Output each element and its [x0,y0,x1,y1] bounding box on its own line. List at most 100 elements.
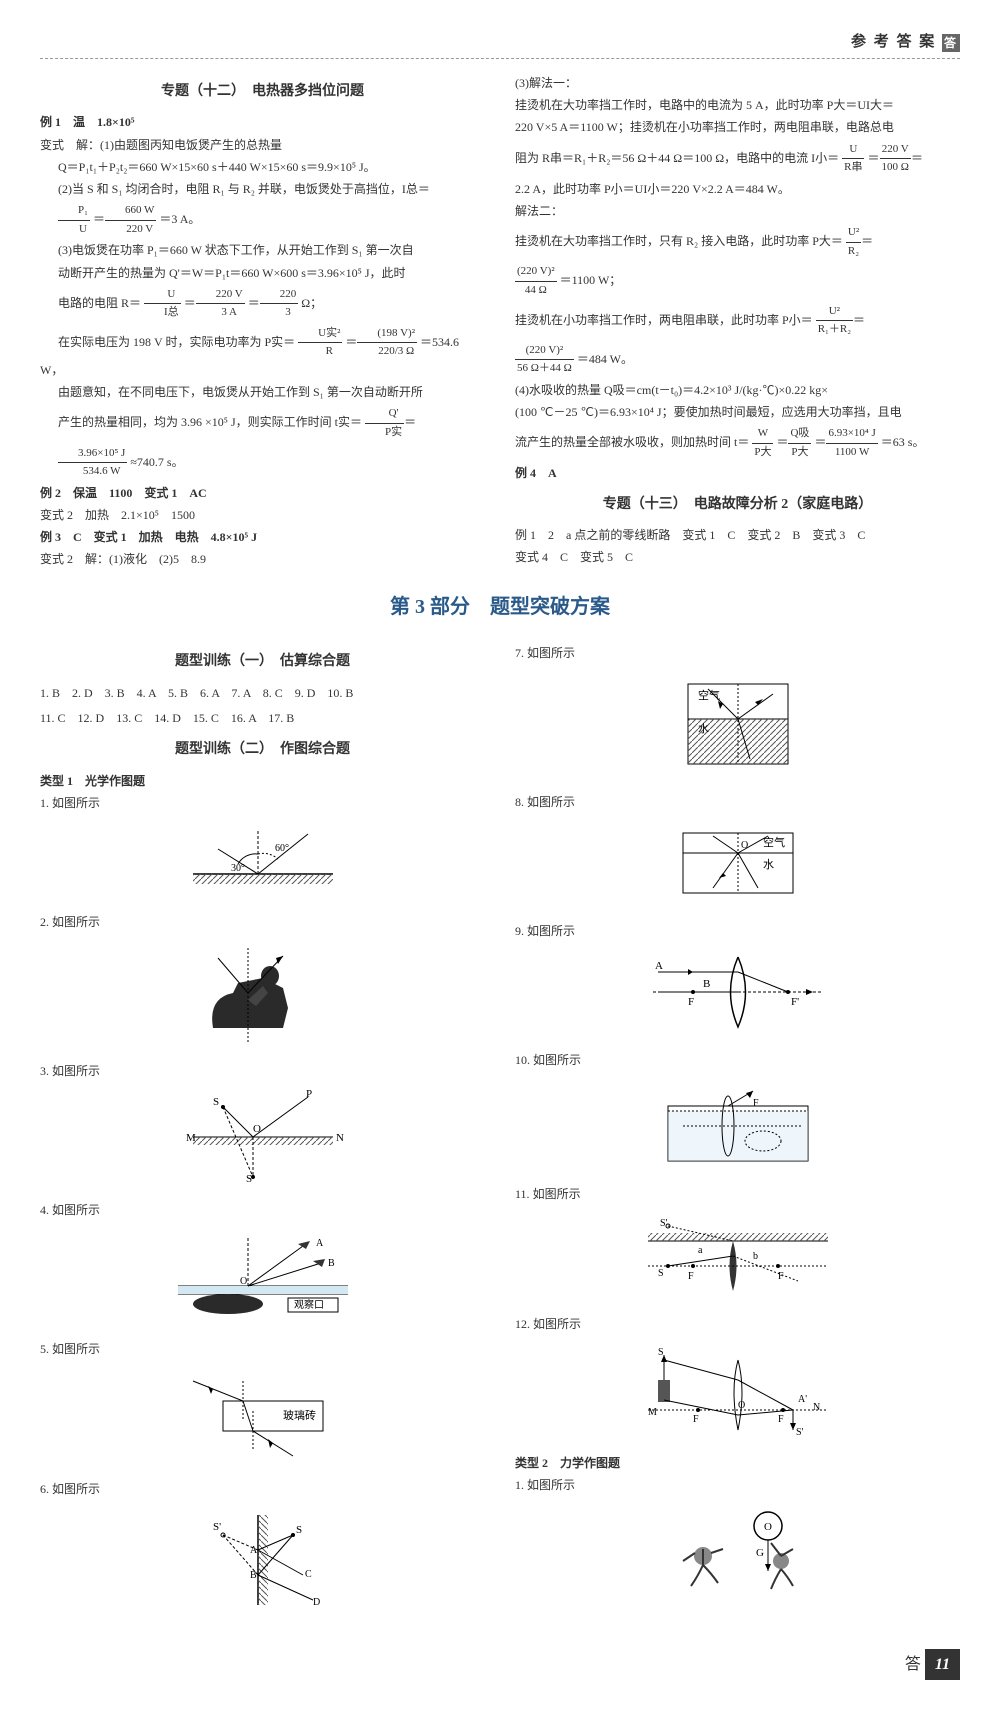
q6: 6. 如图所示 [40,1480,485,1499]
figure-10: F [515,1076,960,1171]
footer-page: 11 [925,1649,960,1681]
heat1: 由题意知，在不同电压下，电饭煲从开始工作到 S₁ 第一次自动断开所 [40,383,485,402]
svg-text:A: A [250,1545,258,1556]
svg-text:S: S [213,1096,219,1108]
svg-text:观察口: 观察口 [294,1298,324,1311]
figure-6: S' S A B C D [40,1505,485,1615]
q2-1: 1. 如图所示 [515,1476,960,1495]
frac1-line: P₁U ＝660 W220 V ＝3 A。 [40,202,485,238]
svg-text:O: O [240,1276,247,1287]
svg-text:N: N [336,1132,344,1144]
svg-text:D: D [313,1597,320,1608]
figure-4: A B O 观察口 [40,1226,485,1326]
r-l3: 阻为 R串＝R₁＋R₂＝56 Ω＋44 Ω＝100 Ω，电路中的电流 I小＝ U… [515,141,960,177]
r-l9: 流产生的热量全部被水吸收，则加热时间 t＝ WP大 ＝Q吸P大 ＝6.93×10… [515,425,960,461]
bs2b: 变式 2 解：(1)液化 (2)5 8.9 [40,550,485,569]
svg-text:F': F' [791,996,799,1008]
train1-title: 题型训练（一） 估算综合题 [40,651,485,673]
r-l4: 2.2 A，此时功率 P小＝UI小＝220 V×2.2 A＝484 W。 [515,180,960,199]
svg-text:B: B [328,1258,335,1269]
svg-text:C: C [305,1569,312,1580]
svg-text:F: F [688,996,694,1008]
r-p2a: (220 V)²44 Ω ＝1100 W； [515,263,960,299]
figure-5: 玻璃砖 [40,1366,485,1466]
figure-11: S' S a b F F [515,1211,960,1301]
svg-text:O: O [741,840,748,851]
q3: 3. 如图所示 [40,1062,485,1081]
figure-force-1: O G [515,1501,960,1601]
svg-text:N: N [813,1402,820,1413]
figure-12: S M F O F A' N S' [515,1340,960,1440]
svg-text:M: M [648,1407,657,1418]
svg-text:b: b [753,1251,758,1262]
svg-text:F: F [693,1414,699,1425]
sol2: 解法二： [515,202,960,221]
svg-text:A: A [316,1238,324,1249]
t13-2: 变式 4 C 变式 5 C [515,548,960,567]
svg-text:A': A' [798,1394,807,1405]
svg-text:F: F [688,1271,694,1282]
q2: 2. 如图所示 [40,913,485,932]
part3-title: 第 3 部分 题型突破方案 [40,591,960,623]
svg-text:P: P [306,1088,312,1100]
svg-text:S: S [296,1524,302,1536]
svg-text:O: O [764,1521,772,1533]
bs-intro: 变式 解：(1)由题图丙知电饭煲产生的总热量 [40,136,485,155]
page-footer: 答 11 [40,1649,960,1681]
col-right-bottom: 7. 如图所示 空气 水 8. 如图所示 [515,641,960,1629]
svg-text:S: S [658,1268,664,1279]
col-left-bottom: 题型训练（一） 估算综合题 1. B 2. D 3. B 4. A 5. B 6… [40,641,485,1629]
q4: 4. 如图所示 [40,1201,485,1220]
svg-text:S': S' [246,1173,254,1185]
svg-text:a: a [698,1245,703,1256]
r-line: 电路的电阻 R＝ UI总 ＝220 V3 A ＝2203 Ω； [40,286,485,322]
heat2: 产生的热量相同，均为 3.96 ×10⁵ J，则实际工作时间 t实＝ Q'P实＝ [40,405,485,441]
ex3: 例 3 C 变式 1 加热 电热 4.8×10⁵ J [40,528,485,547]
q8: 8. 如图所示 [515,793,960,812]
p-line: 在实际电压为 198 V 时，实际电功率为 P实＝ U实²R ＝(198 V)²… [40,325,485,380]
ex1: 例 1 温 1.8×10⁵ [40,113,485,132]
svg-text:O: O [253,1123,261,1135]
svg-text:A: A [655,960,663,972]
figure-3: S S' O P M N [40,1087,485,1187]
q10: 10. 如图所示 [515,1051,960,1070]
r-l5: 挂烫机在大功率挡工作时，只有 R₂ 接入电路，此时功率 P大＝ U²R₂＝ [515,224,960,260]
topic12-title: 专题（十二） 电热器多挡位问题 [40,81,485,103]
svg-text:水: 水 [763,858,774,871]
col-left-top: 专题（十二） 电热器多挡位问题 例 1 温 1.8×10⁵ 变式 解：(1)由题… [40,71,485,573]
sol1: (3)解法一： [515,74,960,93]
r-l2: 220 V×5 A＝1100 W；挂烫机在小功率挡工作时，两电阻串联，电路总电 [515,118,960,137]
r-ps2: (220 V)²56 Ω＋44 Ω ＝484 W。 [515,342,960,378]
r-l6: 挂烫机在小功率挡工作时，两电阻串联，此时功率 P小＝ U²R₁＋R₂＝ [515,303,960,339]
svg-text:B: B [250,1570,257,1581]
q9: 9. 如图所示 [515,922,960,941]
part2: (2)当 S 和 S₁ 均闭合时，电阻 R₁ 与 R₂ 并联，电饭煲处于高挡位，… [40,180,485,199]
svg-text:S': S' [660,1218,668,1229]
train2-title: 题型训练（二） 作图综合题 [40,739,485,761]
page-header: 参 考 答 案 答 [40,30,960,59]
svg-text:玻璃砖: 玻璃砖 [283,1408,316,1422]
q5: 5. 如图所示 [40,1340,485,1359]
type1: 类型 1 光学作图题 [40,772,485,791]
q1: 1. 如图所示 [40,794,485,813]
svg-text:O: O [738,1400,745,1411]
footer-label: 答 [905,1656,921,1673]
label-30: 30° [231,863,245,874]
svg-text:F: F [778,1271,784,1282]
svg-text:S': S' [796,1427,804,1438]
svg-text:B: B [703,978,710,990]
q7: 7. 如图所示 [515,644,960,663]
svg-text:S': S' [213,1521,221,1533]
q12: 12. 如图所示 [515,1315,960,1334]
ex2: 例 2 保温 1100 变式 1 AC [40,484,485,503]
q11: 11. 如图所示 [515,1185,960,1204]
q-line: Q＝P₁t₁＋P₂t₂＝660 W×15×60 s＋440 W×15×60 s＝… [40,158,485,177]
svg-text:S: S [658,1347,664,1358]
type2: 类型 2 力学作图题 [515,1454,960,1473]
header-mark: 答 [942,34,960,52]
r-l7: (4)水吸收的热量 Q吸＝cm(t－t₀)＝4.2×10³ J/(kg·℃)×0… [515,381,960,400]
svg-text:M: M [186,1132,196,1144]
svg-text:空气: 空气 [698,688,720,702]
svg-text:水: 水 [698,722,709,735]
bs2: 变式 2 加热 2.1×10⁵ 1500 [40,506,485,525]
